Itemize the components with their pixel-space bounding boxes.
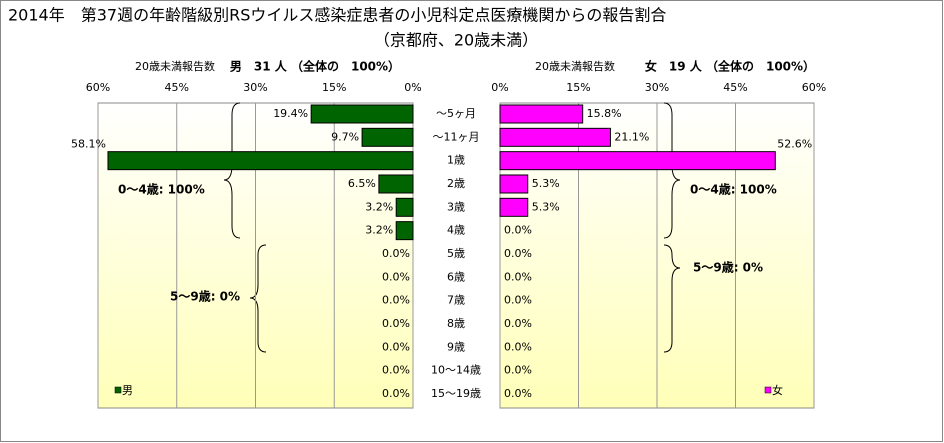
brace bbox=[249, 244, 267, 353]
axis-label: 20歳未満報告数 bbox=[135, 60, 215, 73]
chart-title: 2014年 第37週の年齢階級別RSウイルス感染症患者の小児科定点医療機関からの… bbox=[8, 6, 666, 25]
category-label: ～5ヶ月 bbox=[436, 107, 476, 120]
bar bbox=[361, 127, 414, 147]
category-label: 7歳 bbox=[447, 294, 465, 307]
bar bbox=[499, 104, 584, 124]
category-label: ～11ヶ月 bbox=[433, 130, 480, 143]
value-label: 52.6% bbox=[777, 138, 812, 151]
panel-header: 女 19 人 （全体の 100%） bbox=[645, 59, 815, 74]
value-label: 0.0% bbox=[504, 294, 532, 307]
bar bbox=[107, 151, 414, 171]
value-label: 0.0% bbox=[504, 340, 532, 353]
chart-subtitle: （京都府、20歳未満） bbox=[374, 31, 538, 50]
bar bbox=[499, 174, 529, 194]
value-label: 0.0% bbox=[504, 247, 532, 260]
value-label: 0.0% bbox=[382, 317, 410, 330]
value-label: 15.8% bbox=[587, 107, 622, 120]
legend-swatch bbox=[764, 386, 772, 394]
bar bbox=[499, 127, 611, 147]
category-label: 5歳 bbox=[447, 247, 465, 260]
annotation: 0～4歳: 100% bbox=[118, 182, 205, 197]
x-tick-label: 60% bbox=[802, 81, 826, 94]
legend-label: 男 bbox=[122, 384, 133, 397]
value-label: 0.0% bbox=[382, 340, 410, 353]
x-tick-label: 0% bbox=[491, 81, 508, 94]
brace bbox=[663, 102, 681, 239]
category-label: 2歳 bbox=[447, 177, 465, 190]
bar bbox=[395, 221, 414, 241]
annotation: 5～9歳: 0% bbox=[693, 260, 763, 275]
x-tick-label: 45% bbox=[165, 81, 189, 94]
bar bbox=[378, 174, 414, 194]
value-label: 5.3% bbox=[532, 200, 560, 213]
value-label: 0.0% bbox=[382, 364, 410, 377]
x-tick-label: 15% bbox=[566, 81, 590, 94]
value-label: 19.4% bbox=[273, 107, 308, 120]
x-tick-label: 30% bbox=[243, 81, 267, 94]
category-label: 1歳 bbox=[447, 154, 465, 167]
value-label: 0.0% bbox=[504, 387, 532, 400]
bar bbox=[499, 197, 529, 217]
value-label: 0.0% bbox=[504, 317, 532, 330]
x-tick-label: 30% bbox=[645, 81, 669, 94]
value-label: 3.2% bbox=[365, 200, 393, 213]
brace bbox=[663, 244, 681, 353]
value-label: 9.7% bbox=[331, 130, 359, 143]
bar bbox=[395, 197, 414, 217]
category-label: 9歳 bbox=[447, 340, 465, 353]
category-label: 3歳 bbox=[447, 200, 465, 213]
value-label: 0.0% bbox=[382, 247, 410, 260]
value-label: 0.0% bbox=[504, 224, 532, 237]
value-label: 0.0% bbox=[382, 294, 410, 307]
legend-swatch bbox=[114, 386, 122, 394]
value-label: 0.0% bbox=[382, 387, 410, 400]
bar bbox=[310, 104, 414, 124]
value-label: 21.1% bbox=[614, 130, 649, 143]
category-label: 10～14歳 bbox=[431, 364, 481, 377]
value-label: 58.1% bbox=[71, 138, 106, 151]
value-label: 6.5% bbox=[348, 177, 376, 190]
legend-label: 女 bbox=[772, 383, 783, 397]
bar bbox=[499, 151, 776, 171]
axis-label: 20歳未満報告数 bbox=[535, 60, 615, 73]
x-tick-label: 0% bbox=[404, 81, 421, 94]
annotation: 5～9歳: 0% bbox=[170, 289, 240, 304]
x-tick-label: 60% bbox=[86, 81, 110, 94]
value-label: 5.3% bbox=[532, 177, 560, 190]
value-label: 0.0% bbox=[504, 364, 532, 377]
value-label: 3.2% bbox=[365, 224, 393, 237]
value-label: 0.0% bbox=[504, 270, 532, 283]
annotation: 0～4歳: 100% bbox=[690, 182, 777, 197]
category-label: 15～19歳 bbox=[431, 387, 481, 400]
category-label: 4歳 bbox=[447, 224, 465, 237]
category-label: 8歳 bbox=[447, 317, 465, 330]
x-tick-label: 45% bbox=[723, 81, 747, 94]
brace bbox=[223, 102, 241, 239]
panel-header: 男 31 人 （全体の 100%） bbox=[230, 59, 400, 74]
value-label: 0.0% bbox=[382, 270, 410, 283]
x-tick-label: 15% bbox=[322, 81, 346, 94]
category-label: 6歳 bbox=[447, 270, 465, 283]
